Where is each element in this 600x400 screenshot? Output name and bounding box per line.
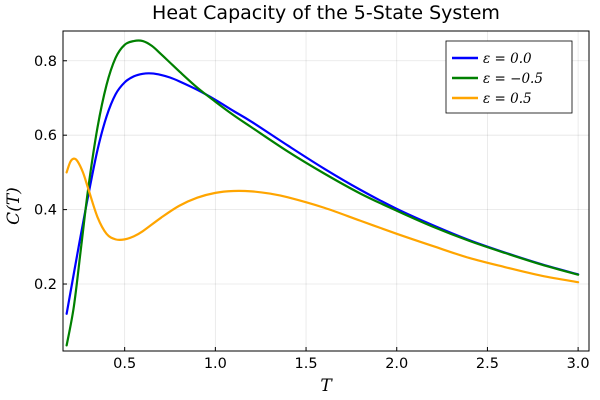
x-tick-label: 1.0 (204, 356, 227, 372)
x-tick-label: 1.5 (295, 356, 318, 372)
legend: ε = 0.0 ε = −0.5 ε = 0.5 (445, 40, 573, 114)
x-tick-label: 3.0 (567, 356, 590, 372)
legend-label-1: ε = −0.5 (483, 71, 543, 87)
y-tick-label: 0.8 (34, 54, 57, 70)
y-tick-label: 0.6 (34, 128, 57, 144)
axis-ticks: 0.5 1.0 1.5 2.0 2.5 3.0 0.2 0.4 0.6 0.8 (34, 54, 590, 372)
series-lines (65, 39, 580, 347)
legend-label-2: ε = 0.5 (483, 91, 532, 107)
legend-label-0: ε = 0.0 (483, 51, 532, 67)
plot-frame (62, 30, 590, 352)
y-tick-label: 0.4 (34, 203, 57, 219)
y-axis-label: C(T) (4, 187, 24, 225)
series-line-1 (65, 39, 580, 347)
y-tick-label: 0.2 (34, 277, 57, 293)
series-line-2 (65, 157, 580, 284)
chart-title: Heat Capacity of the 5-State System (152, 2, 500, 24)
series-line-0 (65, 72, 580, 315)
x-tick-label: 0.5 (113, 356, 136, 372)
x-axis-label: T (320, 376, 333, 396)
x-tick-label: 2.5 (476, 356, 499, 372)
x-tick-label: 2.0 (385, 356, 408, 372)
